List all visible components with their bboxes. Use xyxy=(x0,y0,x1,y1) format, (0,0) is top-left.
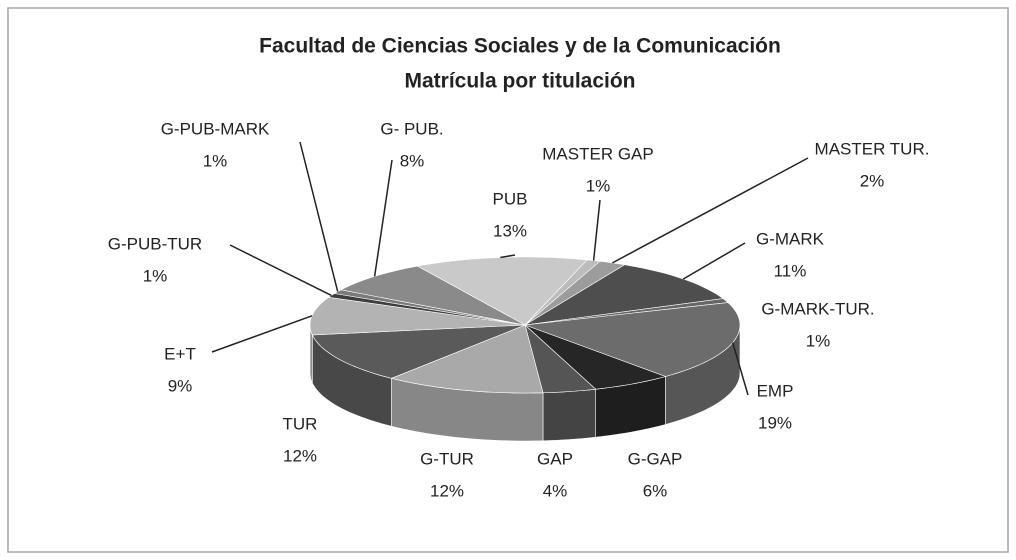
slice-label: PUB xyxy=(493,189,528,208)
slice-label: G-GAP xyxy=(628,449,683,468)
slice-value-label: 19% xyxy=(758,413,792,432)
slice-label: G-MARK-TUR. xyxy=(761,299,874,318)
slice-label: G-MARK xyxy=(756,229,825,248)
slice xyxy=(311,324,526,379)
slice-value-label: 4% xyxy=(543,481,568,500)
slice-value-label: 1% xyxy=(143,266,168,285)
slice-value-label: 1% xyxy=(586,176,611,195)
slice-label: GAP xyxy=(537,449,573,468)
slice-value-label: 8% xyxy=(400,151,425,170)
leader-line xyxy=(731,342,749,396)
slice-label: G-TUR xyxy=(420,449,474,468)
slice-value-label: 6% xyxy=(643,481,668,500)
leader-line xyxy=(500,254,516,259)
slice-label: G-PUB-TUR xyxy=(108,234,202,253)
slice-side xyxy=(542,388,596,442)
chart-title: Facultad de Ciencias Sociales y de la Co… xyxy=(259,35,781,58)
leader-line xyxy=(373,159,393,277)
slice xyxy=(524,302,741,377)
slice-label: G-PUB-MARK xyxy=(161,119,270,138)
slice-value-label: 1% xyxy=(203,151,228,170)
slice xyxy=(524,324,667,390)
leader-line xyxy=(682,242,746,280)
leader-line xyxy=(592,199,601,261)
leader-line xyxy=(612,157,809,264)
slice-label: E+T xyxy=(164,344,196,363)
slice-value-label: 12% xyxy=(283,446,317,465)
slice-label: MASTER GAP xyxy=(542,144,653,163)
slice-label: MASTER TUR. xyxy=(815,139,930,158)
slice-value-label: 12% xyxy=(430,481,464,500)
slice-value-label: 11% xyxy=(774,261,807,280)
slice xyxy=(390,324,544,394)
leader-line xyxy=(229,244,332,297)
slice-value-label: 2% xyxy=(860,171,885,190)
slice-label: EMP xyxy=(757,381,794,400)
slice-value-label: 13% xyxy=(493,221,527,240)
slice xyxy=(524,324,597,394)
slice-label: TUR xyxy=(283,414,318,433)
leader-line xyxy=(299,141,339,292)
slice-value-label: 9% xyxy=(168,376,193,395)
slice-value-label: 1% xyxy=(806,331,831,350)
chart-subtitle: Matrícula por titulación xyxy=(404,70,635,93)
leader-line xyxy=(211,315,313,353)
slice-label: G- PUB. xyxy=(380,119,443,138)
